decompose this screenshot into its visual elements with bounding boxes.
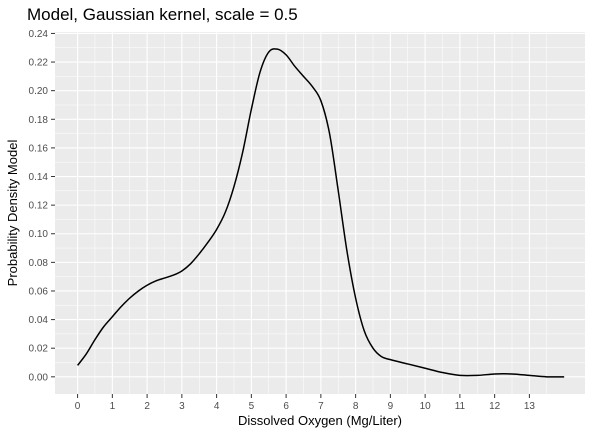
- chart-title: Model, Gaussian kernel, scale = 0.5: [27, 5, 298, 24]
- x-tick-label: 8: [353, 401, 359, 412]
- x-tick-label: 1: [110, 401, 116, 412]
- x-tick-label: 3: [179, 401, 185, 412]
- x-tick-label: 9: [388, 401, 394, 412]
- x-tick-label: 4: [214, 401, 220, 412]
- y-tick-label: 0.20: [29, 86, 49, 97]
- x-tick-label: 11: [455, 401, 466, 412]
- x-tick-label: 12: [489, 401, 501, 412]
- x-tick-label: 6: [283, 401, 289, 412]
- plot-panel: [55, 32, 585, 394]
- y-axis: 0.00 0.02 0.04 0.06 0.08 0.10 0.12 0.14 0.16 0.18…: [29, 29, 55, 383]
- y-tick-label: 0.18: [29, 115, 49, 126]
- minor-grid: [55, 32, 585, 394]
- x-tick-label: 10: [420, 401, 432, 412]
- x-tick-label: 5: [249, 401, 255, 412]
- y-tick-label: 0.06: [29, 286, 49, 297]
- y-axis-label: Probability Density Model: [5, 140, 20, 287]
- density-curve: [76, 48, 565, 378]
- y-tick-label: 0.14: [29, 172, 49, 183]
- x-tick-label: 7: [318, 401, 324, 412]
- x-tick-label: 13: [524, 401, 536, 412]
- y-tick-label: 0.16: [29, 143, 49, 154]
- x-tick-label: 0: [75, 401, 81, 412]
- x-tick-label: 2: [144, 401, 150, 412]
- y-tick-label: 0.04: [29, 315, 49, 326]
- major-grid: [55, 32, 585, 394]
- y-tick-label: 0.10: [29, 229, 49, 240]
- x-axis-label: Dissolved Oxygen (Mg/Liter): [238, 413, 402, 428]
- y-tick-label: 0.00: [29, 372, 49, 383]
- y-tick-label: 0.22: [29, 58, 49, 69]
- y-tick-label: 0.24: [29, 29, 49, 40]
- x-axis: 0 1 2 3 4 5 6 7 8 9 10 11 12 13: [75, 394, 536, 412]
- y-tick-label: 0.12: [29, 201, 49, 212]
- y-tick-label: 0.02: [29, 344, 49, 355]
- y-tick-label: 0.08: [29, 258, 49, 269]
